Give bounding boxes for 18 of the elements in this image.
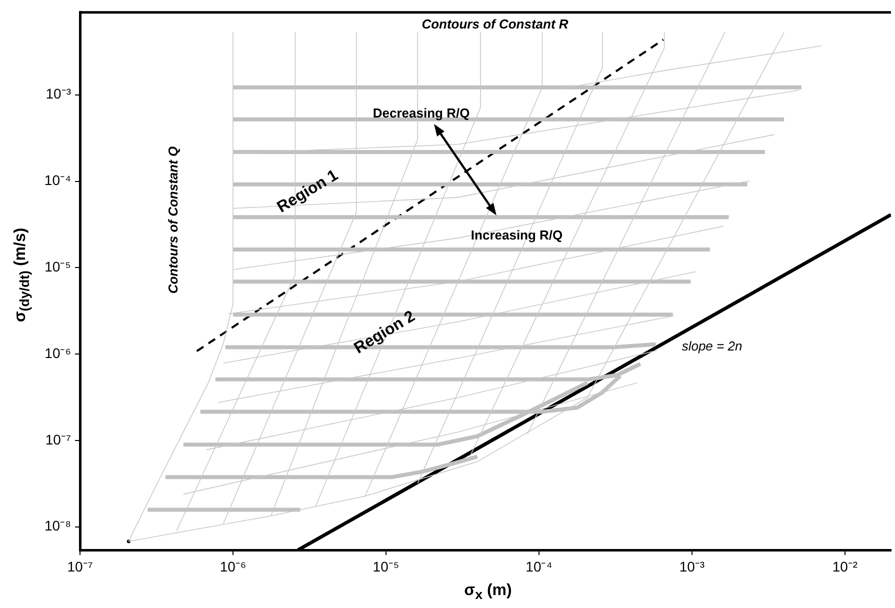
x-tick-label: 10⁻² (832, 558, 858, 574)
x-tick-label: 10⁻³ (679, 558, 705, 574)
x-tick-label: 10⁻⁶ (220, 558, 246, 574)
x-tick-label: 10⁻⁵ (372, 558, 400, 574)
x-tick-label: 10⁻⁴ (526, 558, 552, 574)
annotation: slope = 2n (682, 338, 742, 354)
x-tick-label: 10⁻⁷ (67, 558, 93, 574)
annotation: Decreasing R/Q (372, 105, 470, 120)
y-tick-label: 10⁻⁵ (44, 258, 71, 275)
annotation: Contours of Constant Q (166, 146, 180, 294)
annotation: Increasing R/Q (470, 228, 563, 243)
x-axis-title: σ$_{x}$ (m) (464, 582, 512, 602)
y-tick-label: 10⁻³ (46, 86, 72, 102)
y-tick-label: 10⁻⁶ (44, 344, 71, 361)
y-tick-label: 10⁻⁴ (44, 172, 71, 188)
annotation: Contours of Constant R (422, 16, 568, 32)
y-tick-label: 10⁻⁸ (44, 518, 72, 534)
y-tick-label: 10⁻⁷ (45, 431, 71, 448)
